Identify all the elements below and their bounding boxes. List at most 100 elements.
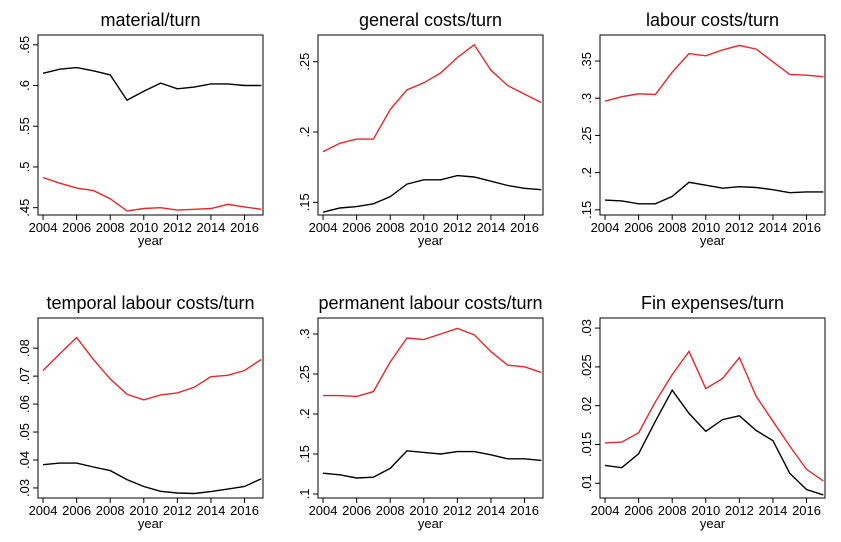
x-tick-label: 2016	[510, 220, 539, 235]
y-tick-label: .15	[297, 193, 312, 211]
y-tick-label: .01	[579, 474, 594, 492]
x-tick-label: 2004	[309, 503, 338, 518]
y-tick-label: .5	[17, 162, 32, 173]
plot-frame	[599, 317, 826, 499]
x-tick-label: 2010	[691, 503, 720, 518]
y-tick-label: .25	[579, 126, 594, 144]
plot-frame	[37, 34, 264, 216]
data-line	[42, 462, 262, 495]
x-tick-label: 2008	[376, 503, 405, 518]
y-tick-label: .2	[579, 167, 594, 178]
x-tick-label: 2016	[230, 503, 259, 518]
x-tick-label: 2004	[309, 220, 338, 235]
data-line	[604, 44, 824, 102]
y-tick-label: .06	[17, 395, 32, 413]
panel-title: material/turn	[100, 10, 200, 30]
x-tick-label: 2006	[62, 503, 91, 518]
y-tick-label: .08	[17, 339, 32, 357]
x-tick-label: 2016	[792, 503, 821, 518]
y-tick-label: .1	[297, 489, 312, 500]
x-tick-label: 2004	[591, 220, 620, 235]
y-tick-label: .015	[579, 432, 594, 457]
x-tick-label: 2014	[196, 220, 225, 235]
x-tick-label: 2006	[62, 220, 91, 235]
x-tick-label: 2006	[342, 503, 371, 518]
x-tick-label: 2010	[409, 220, 438, 235]
y-tick-label: .02	[579, 397, 594, 415]
x-axis-label: year	[418, 516, 444, 531]
y-tick-label: .04	[17, 451, 32, 469]
x-tick-label: 2012	[443, 220, 472, 235]
panel-title: temporal labour costs/turn	[46, 293, 254, 313]
data-line	[322, 43, 542, 153]
x-tick-label: 2014	[476, 220, 505, 235]
x-tick-label: 2008	[96, 503, 125, 518]
data-line	[42, 336, 262, 401]
plot-frame	[37, 317, 264, 499]
x-tick-label: 2012	[725, 220, 754, 235]
x-axis-label: year	[138, 233, 164, 248]
x-tick-label: 2016	[792, 220, 821, 235]
x-tick-label: 2004	[29, 503, 58, 518]
x-tick-label: 2008	[376, 220, 405, 235]
x-tick-label: 2006	[624, 503, 653, 518]
y-tick-label: .15	[579, 201, 594, 219]
panel-title: labour costs/turn	[646, 10, 779, 30]
y-tick-label: .03	[17, 479, 32, 497]
x-tick-label: 2014	[196, 503, 225, 518]
data-line	[323, 327, 542, 398]
plot-frame	[317, 317, 544, 499]
x-tick-label: 2004	[591, 503, 620, 518]
x-tick-label: 2006	[342, 220, 371, 235]
y-tick-label: .25	[297, 53, 312, 71]
x-tick-label: 2016	[230, 220, 259, 235]
x-tick-label: 2014	[758, 220, 787, 235]
data-line	[42, 66, 262, 102]
y-tick-label: .35	[579, 52, 594, 70]
x-tick-label: 2010	[129, 503, 158, 518]
x-axis-label: year	[700, 233, 726, 248]
x-axis-label: year	[138, 516, 164, 531]
x-tick-label: 2004	[29, 220, 58, 235]
y-tick-label: .65	[17, 36, 32, 54]
x-tick-label: 2012	[163, 503, 192, 518]
y-tick-label: .05	[17, 423, 32, 441]
x-tick-label: 2010	[409, 503, 438, 518]
plot-frame	[599, 34, 826, 216]
x-tick-label: 2012	[443, 503, 472, 518]
x-tick-label: 2008	[658, 220, 687, 235]
y-tick-label: .25	[297, 365, 312, 383]
x-axis-label: year	[418, 233, 444, 248]
x-tick-label: 2006	[624, 220, 653, 235]
x-tick-label: 2014	[758, 503, 787, 518]
data-line	[322, 174, 542, 213]
y-tick-label: .07	[17, 367, 32, 385]
x-tick-label: 2016	[510, 503, 539, 518]
plot-frame	[317, 34, 544, 216]
panel-title: general costs/turn	[359, 10, 502, 30]
y-tick-label: .025	[579, 354, 594, 379]
y-tick-label: .15	[297, 445, 312, 463]
y-tick-label: .6	[17, 80, 32, 91]
x-tick-label: 2008	[658, 503, 687, 518]
x-tick-label: 2008	[96, 220, 125, 235]
y-tick-label: .45	[17, 199, 32, 217]
data-line	[604, 350, 824, 482]
data-line	[322, 450, 542, 479]
y-tick-label: .2	[297, 409, 312, 420]
x-tick-label: 2010	[129, 220, 158, 235]
x-tick-label: 2010	[691, 220, 720, 235]
y-tick-label: .3	[297, 329, 312, 340]
x-tick-label: 2014	[476, 503, 505, 518]
x-tick-label: 2012	[163, 220, 192, 235]
x-tick-label: 2012	[725, 503, 754, 518]
panel-title: permanent labour costs/turn	[318, 293, 542, 313]
data-line	[42, 176, 262, 212]
x-axis-label: year	[700, 516, 726, 531]
y-tick-label: .55	[17, 117, 32, 135]
y-tick-label: .03	[579, 319, 594, 337]
data-line	[604, 388, 824, 496]
data-line	[604, 181, 824, 205]
y-tick-label: .3	[579, 93, 594, 104]
